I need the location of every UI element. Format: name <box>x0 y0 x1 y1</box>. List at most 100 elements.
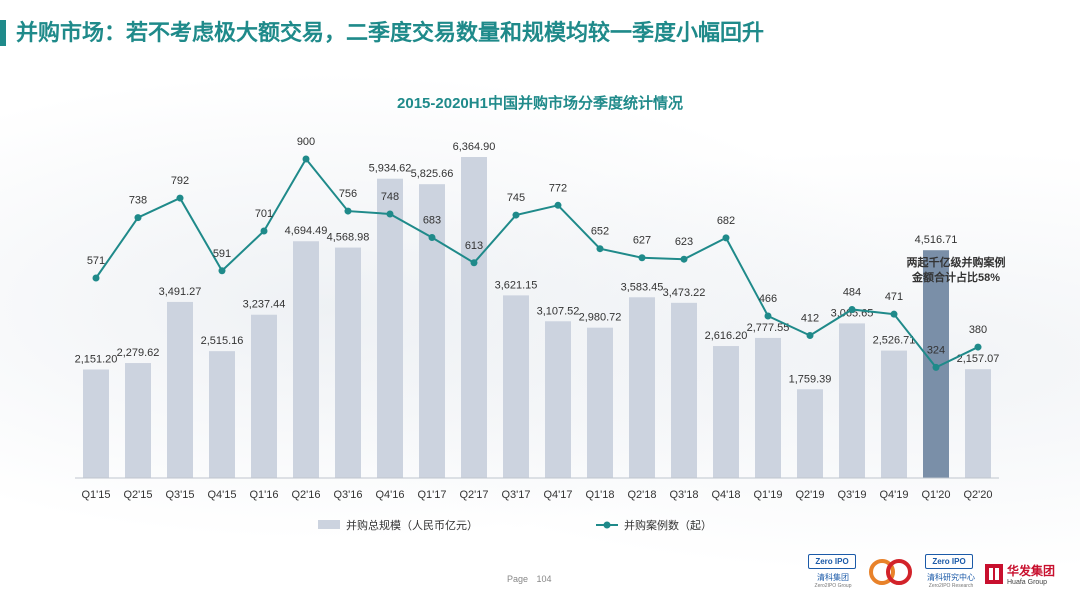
anniversary-logo <box>866 554 916 594</box>
bar-Q4'16 <box>377 178 403 478</box>
zero2ipo-group-en: Zero2IPO Group <box>814 583 852 589</box>
tick-label-Q3'18: Q3'18 <box>669 489 698 501</box>
page-number: 104 <box>536 574 552 584</box>
line-label-Q1'18: 652 <box>591 226 609 238</box>
bar-Q2'19 <box>797 389 823 478</box>
huafa-emblem-icon <box>985 564 1003 584</box>
line-point-Q1'20 <box>932 363 940 371</box>
line-point-Q4'17 <box>554 201 562 209</box>
line-point-Q4'15 <box>218 267 226 275</box>
bar-Q1'18 <box>587 327 613 478</box>
line-label-Q1'15: 571 <box>87 255 105 267</box>
bar-label-Q3'17: 3,621.15 <box>495 279 538 291</box>
bar-Q1'16 <box>251 314 277 478</box>
line-label-Q1'16: 701 <box>255 208 273 220</box>
bar-label-Q1'18: 2,980.72 <box>579 312 622 324</box>
line-label-Q2'19: 412 <box>801 313 819 325</box>
tick-label-Q4'16: Q4'16 <box>375 489 404 501</box>
tick-label-Q4'15: Q4'15 <box>207 489 236 501</box>
bar-Q2'16 <box>293 241 319 478</box>
zero2ipo-research-badge: Zero IPO <box>925 554 973 569</box>
tick-label-Q1'18: Q1'18 <box>585 489 614 501</box>
bar-Q2'18 <box>629 297 655 478</box>
tick-label-Q3'16: Q3'16 <box>333 489 362 501</box>
title-accent-bar <box>0 20 6 46</box>
chart-title: 2015-2020H1中国并购市场分季度统计情况 <box>397 94 683 112</box>
zero2ipo-research-cn: 清科研究中心 <box>927 573 975 582</box>
bar-label-Q2'15: 2,279.62 <box>117 347 160 359</box>
page-label: Page <box>507 574 529 584</box>
bar-label-Q1'19: 2,777.55 <box>747 322 790 334</box>
line-point-Q2'15 <box>134 214 142 222</box>
huafa-name-en: Huafa Group <box>1007 579 1048 586</box>
line-point-Q1'16 <box>260 227 268 235</box>
line-label-Q3'17: 745 <box>507 192 525 204</box>
zero2ipo-group-logo: Zero IPO 清科集团 Zero2IPO Group <box>808 554 858 594</box>
line-label-Q4'18: 682 <box>717 215 735 227</box>
tick-label-Q2'20: Q2'20 <box>963 489 992 501</box>
bar-Q1'19 <box>755 337 781 478</box>
bar-label-Q4'16: 5,934.62 <box>369 163 412 175</box>
line-point-Q2'20 <box>974 343 982 351</box>
bar-Q2'20 <box>965 369 991 478</box>
bar-label-Q4'19: 2,526.71 <box>873 335 916 347</box>
bar-Q3'16 <box>335 247 361 478</box>
page-title: 并购市场：若不考虑极大额交易，二季度交易数量和规模均较一季度小幅回升 <box>16 20 765 45</box>
bar-label-Q4'18: 2,616.20 <box>705 330 748 342</box>
tick-label-Q2'19: Q2'19 <box>795 489 824 501</box>
tick-label-Q3'15: Q3'15 <box>165 489 194 501</box>
legend-bar-swatch <box>318 520 340 529</box>
bar-Q4'15 <box>209 351 235 478</box>
bar-label-Q3'16: 4,568.98 <box>327 232 370 244</box>
huafa-name-cn: 华发集团 <box>1007 564 1056 578</box>
tick-label-Q4'19: Q4'19 <box>879 489 908 501</box>
tick-label-Q2'17: Q2'17 <box>459 489 488 501</box>
tick-label-Q4'18: Q4'18 <box>711 489 740 501</box>
bar-Q2'17 <box>461 157 487 478</box>
bar-Q3'17 <box>503 295 529 478</box>
line-point-Q1'15 <box>92 274 100 282</box>
line-point-Q3'19 <box>848 305 856 313</box>
bar-label-Q4'15: 2,515.16 <box>201 335 244 347</box>
line-label-Q4'17: 772 <box>549 182 567 194</box>
annotation-line-2: 金额合计占比58% <box>911 270 1000 284</box>
line-series-case-count <box>95 157 979 369</box>
bar-Q2'15 <box>125 363 151 478</box>
line-point-Q4'16 <box>386 210 394 218</box>
huafa-logo: 华发集团 Huafa Group <box>985 554 1065 594</box>
line-label-Q1'20: 324 <box>927 344 945 356</box>
bar-label-Q2'19: 1,759.39 <box>789 373 832 385</box>
line-label-Q3'19: 484 <box>843 286 861 298</box>
tick-label-Q4'17: Q4'17 <box>543 489 572 501</box>
bar-Q3'15 <box>167 301 193 478</box>
line-label-Q4'15: 591 <box>213 248 231 260</box>
page-footer: Page 104 <box>507 574 552 584</box>
bar-label-Q3'15: 3,491.27 <box>159 286 202 298</box>
line-point-Q2'18 <box>638 254 646 262</box>
line-label-Q3'15: 792 <box>171 175 189 187</box>
line-label-Q2'17: 613 <box>465 240 483 252</box>
bar-Q1'17 <box>419 184 445 478</box>
line-label-Q2'20: 380 <box>969 324 987 336</box>
bar-Q4'19 <box>881 350 907 478</box>
bar-label-Q1'17: 5,825.66 <box>411 168 454 180</box>
bar-Q3'18 <box>671 302 697 478</box>
line-label-Q3'18: 623 <box>675 236 693 248</box>
line-point-Q2'17 <box>470 259 478 267</box>
tick-label-Q2'16: Q2'16 <box>291 489 320 501</box>
line-point-Q2'16 <box>302 155 310 163</box>
line-point-Q3'17 <box>512 211 520 219</box>
line-label-Q3'16: 756 <box>339 188 357 200</box>
tick-label-Q1'17: Q1'17 <box>417 489 446 501</box>
line-label-Q1'19: 466 <box>759 293 777 305</box>
bar-label-Q3'18: 3,473.22 <box>663 287 706 299</box>
bar-Q4'18 <box>713 346 739 478</box>
legend-line-label: 并购案例数（起） <box>624 518 712 532</box>
line-point-Q3'16 <box>344 207 352 215</box>
tick-label-Q3'19: Q3'19 <box>837 489 866 501</box>
line-point-Q1'19 <box>764 312 772 320</box>
title-bar: 并购市场：若不考虑极大额交易，二季度交易数量和规模均较一季度小幅回升 <box>0 18 1080 48</box>
tick-label-Q3'17: Q3'17 <box>501 489 530 501</box>
zero2ipo-research-logo: Zero IPO 清科研究中心 Zero2IPO Research <box>925 554 977 594</box>
